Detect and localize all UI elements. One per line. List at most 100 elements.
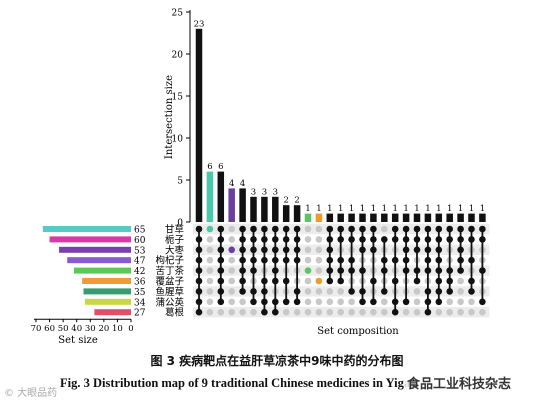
matrix-dot-filled: [282, 225, 290, 233]
matrix-dot-filled: [250, 298, 257, 306]
intersection-bar: [391, 213, 399, 222]
matrix-dot-empty: [315, 256, 323, 264]
intersection-bar-label: 1: [382, 204, 387, 214]
matrix-dot-filled: [261, 277, 268, 285]
matrix-dot-filled: [239, 288, 246, 295]
set-size-value-label: 47: [134, 257, 146, 267]
matrix-dot-empty: [304, 256, 312, 264]
intersection-bar: [359, 213, 366, 222]
matrix-dot-empty: [315, 225, 323, 233]
matrix-dot-filled: [391, 225, 399, 233]
intersection-bar: [337, 213, 344, 222]
matrix-dot-filled: [217, 288, 225, 295]
matrix-dot-filled: [217, 236, 225, 243]
matrix-dot-filled: [326, 277, 334, 285]
matrix-dot-filled: [326, 225, 334, 233]
matrix-dot-filled: [272, 236, 279, 243]
matrix-dot-filled: [326, 236, 334, 243]
matrix-dot-filled: [326, 256, 334, 264]
matrix-dot-filled: [435, 298, 443, 306]
matrix-dot-filled: [282, 256, 290, 264]
matrix-dot-filled: [424, 267, 432, 274]
set-name-label: 蒲公英: [155, 296, 184, 308]
matrix-dot-filled: [424, 256, 432, 264]
intersection-bar-label: 1: [316, 204, 321, 214]
matrix-dot-filled: [195, 246, 203, 254]
set-size-bar: [42, 226, 131, 232]
matrix-dot-filled: [402, 298, 410, 306]
matrix-dot-empty: [228, 308, 235, 316]
matrix-dot-filled: [337, 277, 345, 285]
matrix-dot-empty: [304, 298, 312, 306]
intersection-bar: [413, 213, 421, 222]
matrix-dot-empty: [304, 246, 312, 254]
intersection-bar-label: 4: [229, 179, 234, 189]
set-name-label: 葛根: [165, 307, 185, 319]
matrix-dot-empty: [228, 267, 235, 274]
intersection-y-tick-label: 10: [172, 135, 184, 145]
set-name-label: 大枣: [165, 244, 185, 256]
matrix-dot-filled: [293, 225, 301, 233]
intersection-bar: [315, 213, 323, 222]
matrix-dot-filled: [435, 277, 443, 285]
matrix-dot-empty: [206, 246, 214, 254]
set-size-axis: 70 60 50 40 30 20 10 0 Set size: [31, 318, 134, 345]
set-size-x-tick-label: 50: [58, 324, 69, 334]
matrix-dot-filled: [391, 308, 399, 316]
matrix-dot-filled: [435, 246, 443, 254]
matrix-dot-filled: [413, 277, 421, 285]
matrix-dot-filled: [282, 277, 290, 285]
intersection-bar-label: 2: [283, 196, 288, 206]
intersection-bar-label: 1: [469, 204, 474, 214]
matrix-dot-filled: [272, 298, 279, 306]
matrix-dot-filled: [359, 288, 366, 295]
intersection-y-tick-label: 20: [172, 51, 184, 61]
matrix-dot-empty: [457, 277, 464, 285]
matrix-dot-filled: [457, 236, 464, 243]
matrix-dot-filled: [195, 288, 203, 295]
matrix-dot-filled: [370, 277, 377, 285]
matrix-dot-filled: [413, 225, 421, 233]
matrix-dot-empty: [337, 298, 345, 306]
matrix-dot-filled: [250, 246, 257, 254]
matrix-dot-filled: [195, 298, 203, 306]
matrix-dot-filled: [359, 298, 366, 306]
matrix-dot-empty: [228, 298, 235, 306]
matrix-dot-empty: [217, 308, 225, 316]
set-size-bar: [67, 257, 131, 264]
matrix-dot-filled: [446, 267, 454, 274]
matrix-dot-filled: [272, 267, 279, 274]
matrix-dot-filled: [195, 308, 203, 316]
matrix-dot-filled: [381, 288, 388, 295]
intersection-bar: [239, 188, 246, 222]
matrix-dot-filled: [402, 246, 410, 254]
set-size-value-label: 53: [134, 246, 146, 256]
matrix-dot-filled: [446, 277, 454, 285]
matrix-dot-empty: [337, 288, 345, 295]
intersection-bar: [195, 28, 203, 222]
matrix-dot-empty: [315, 288, 323, 295]
matrix-dot-filled: [359, 267, 366, 274]
matrix-dot-filled: [391, 277, 399, 285]
matrix-dot-filled: [479, 298, 486, 306]
matrix-dot-filled: [195, 277, 203, 285]
intersection-y-tick-label: 15: [172, 93, 184, 103]
matrix-dot-empty: [228, 236, 235, 243]
matrix-dot-filled: [413, 267, 421, 274]
matrix-dot-empty: [413, 288, 421, 295]
matrix-dot-empty: [457, 308, 464, 316]
matrix-dot-empty: [348, 308, 355, 316]
intersection-bar-label: 3: [262, 187, 267, 197]
matrix-dot-filled: [424, 298, 432, 306]
intersection-bar-label: 1: [371, 204, 376, 214]
matrix-dot-empty: [468, 298, 475, 306]
matrix-dot-filled: [435, 225, 443, 233]
intersection-bar: [228, 188, 235, 222]
set-size-value-label: 27: [134, 309, 146, 319]
intersection-bar-label: 1: [327, 204, 332, 214]
matrix-dot-empty: [239, 298, 246, 306]
matrix-dot-filled: [228, 246, 235, 254]
matrix-dot-filled: [239, 236, 246, 243]
matrix-dot-filled: [282, 236, 290, 243]
matrix-dot-empty: [457, 298, 464, 306]
